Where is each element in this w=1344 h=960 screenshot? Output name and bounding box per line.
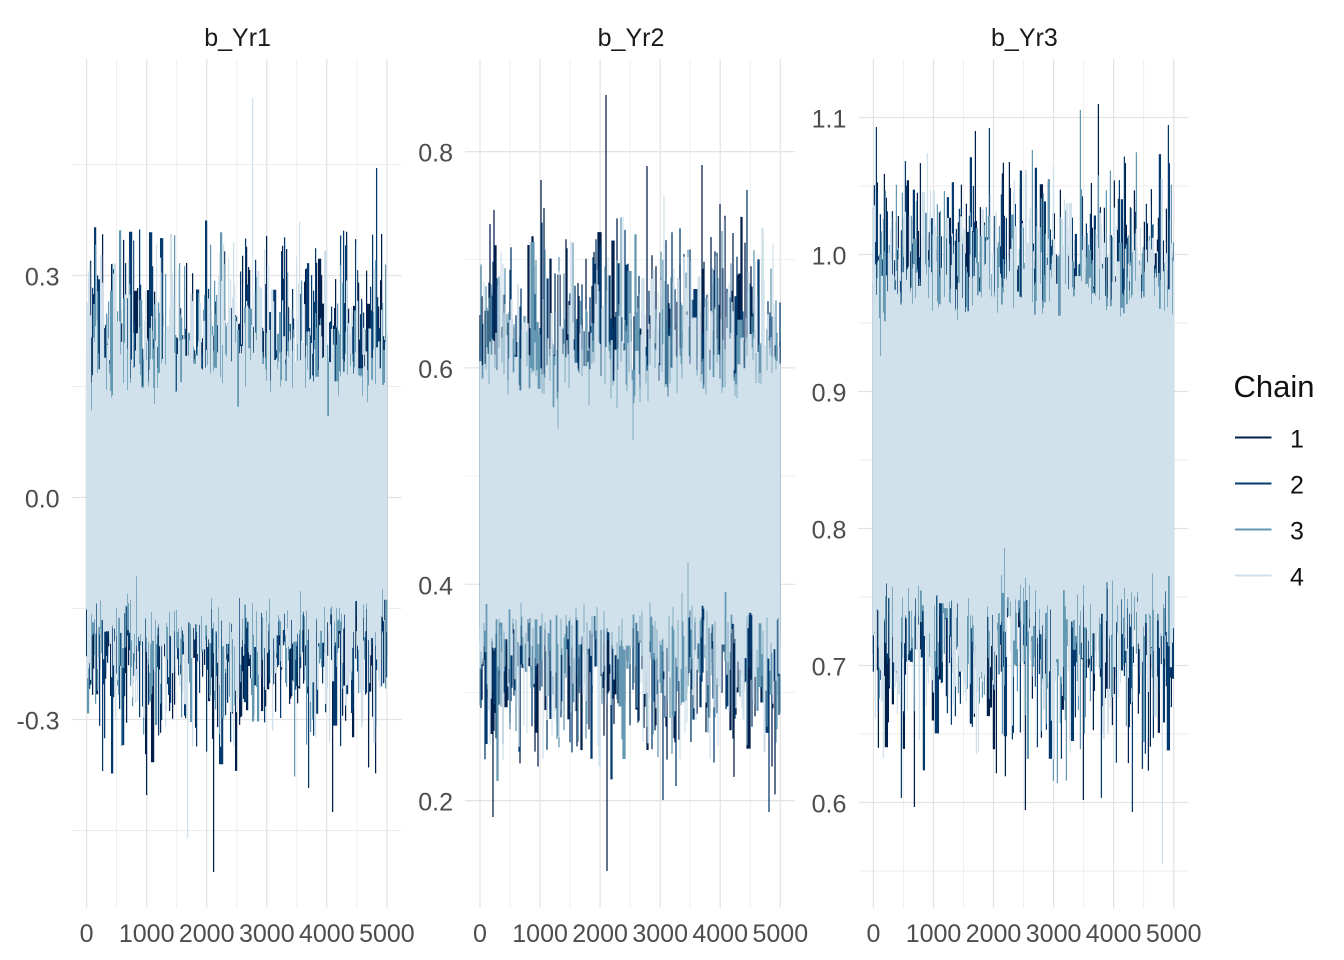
svg-text:0: 0 bbox=[473, 920, 487, 948]
svg-text:0.3: 0.3 bbox=[25, 264, 60, 292]
svg-text:0: 0 bbox=[80, 920, 94, 948]
svg-text:1000: 1000 bbox=[512, 920, 568, 948]
svg-text:0.0: 0.0 bbox=[25, 486, 60, 514]
svg-text:4000: 4000 bbox=[299, 920, 355, 948]
svg-text:5000: 5000 bbox=[1146, 920, 1202, 948]
svg-text:4000: 4000 bbox=[692, 920, 748, 948]
svg-text:3000: 3000 bbox=[1026, 920, 1082, 948]
svg-text:2000: 2000 bbox=[179, 920, 235, 948]
svg-text:0.8: 0.8 bbox=[812, 517, 847, 545]
svg-text:0.6: 0.6 bbox=[418, 356, 453, 384]
svg-text:1.1: 1.1 bbox=[812, 106, 847, 134]
svg-text:Chain: Chain bbox=[1234, 369, 1315, 404]
svg-text:b_Yr2: b_Yr2 bbox=[598, 24, 665, 52]
svg-text:0.7: 0.7 bbox=[812, 654, 847, 682]
svg-text:b_Yr3: b_Yr3 bbox=[991, 24, 1058, 52]
svg-text:0.2: 0.2 bbox=[418, 789, 453, 817]
svg-text:1000: 1000 bbox=[119, 920, 175, 948]
svg-text:2000: 2000 bbox=[572, 920, 628, 948]
svg-text:0.6: 0.6 bbox=[812, 791, 847, 819]
svg-text:5000: 5000 bbox=[752, 920, 808, 948]
svg-text:-0.3: -0.3 bbox=[17, 708, 60, 736]
svg-text:1.0: 1.0 bbox=[812, 243, 847, 271]
svg-text:b_Yr1: b_Yr1 bbox=[204, 24, 271, 52]
svg-text:0.8: 0.8 bbox=[418, 140, 453, 168]
svg-text:4: 4 bbox=[1290, 564, 1304, 592]
svg-text:1000: 1000 bbox=[906, 920, 962, 948]
svg-text:0.9: 0.9 bbox=[812, 380, 847, 408]
svg-text:5000: 5000 bbox=[359, 920, 415, 948]
svg-text:2000: 2000 bbox=[966, 920, 1022, 948]
svg-text:3000: 3000 bbox=[632, 920, 688, 948]
svg-text:0.4: 0.4 bbox=[418, 572, 453, 600]
svg-text:3000: 3000 bbox=[239, 920, 295, 948]
svg-text:2: 2 bbox=[1290, 472, 1304, 500]
svg-text:4000: 4000 bbox=[1086, 920, 1142, 948]
svg-text:0: 0 bbox=[866, 920, 880, 948]
svg-text:1: 1 bbox=[1290, 426, 1304, 454]
svg-text:3: 3 bbox=[1290, 518, 1304, 546]
